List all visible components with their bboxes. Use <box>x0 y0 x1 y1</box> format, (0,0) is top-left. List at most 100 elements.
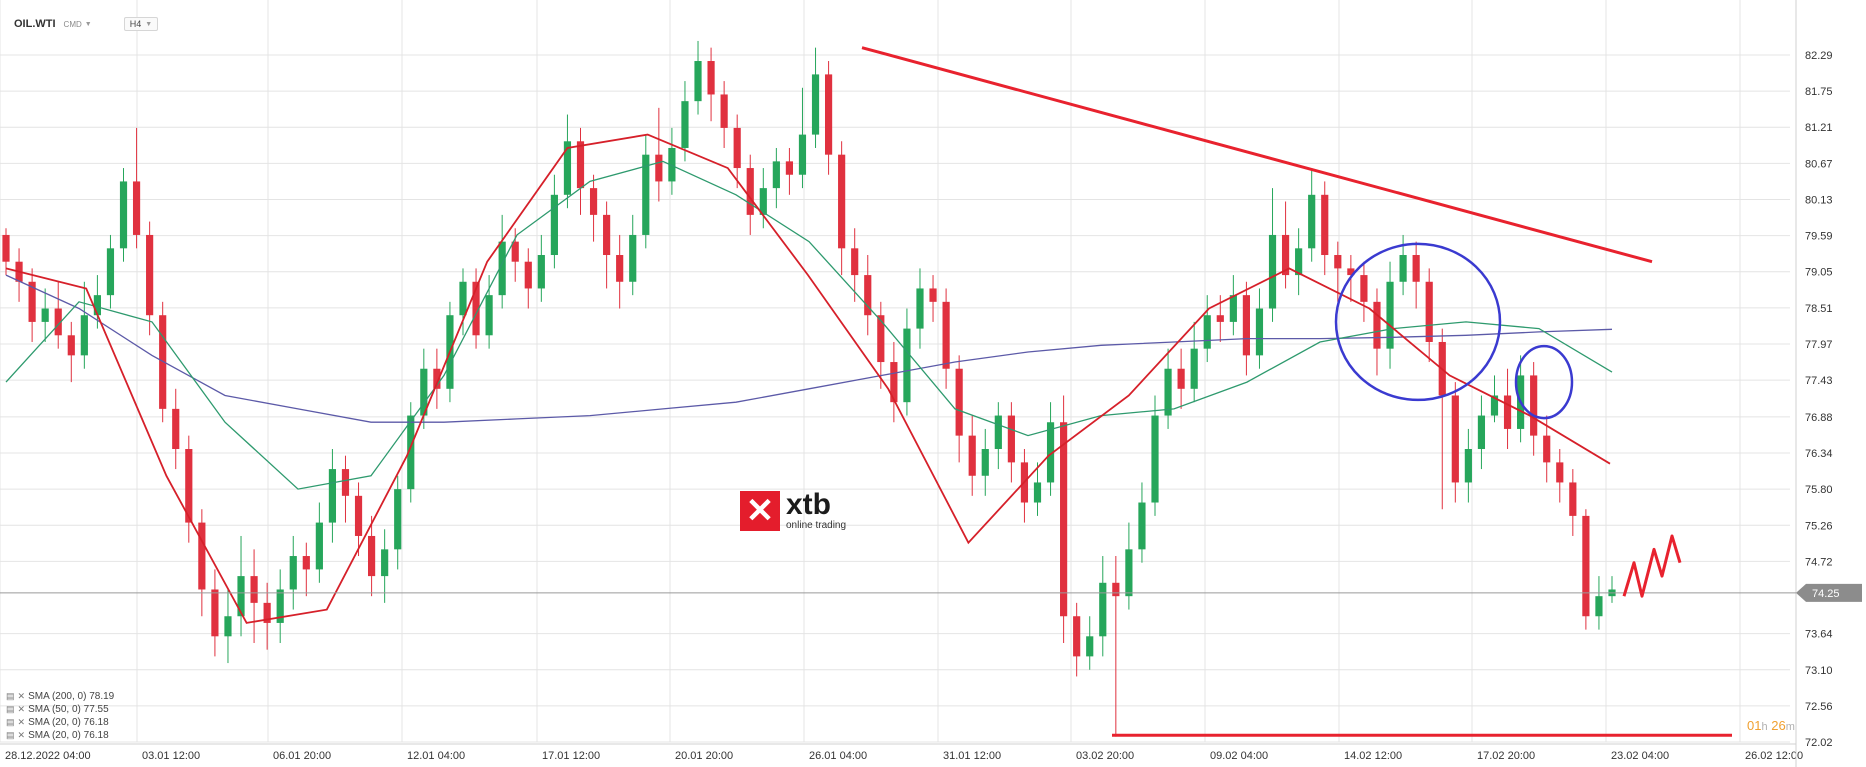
sma-line <box>5 133 1611 624</box>
logo-name: xtb <box>786 488 831 521</box>
candle-body <box>720 94 728 128</box>
current-price-tag <box>1796 583 1862 602</box>
candle-body <box>315 522 323 570</box>
legend-item-sma20-second[interactable]: ▤ ✕ SMA (20, 0) 76.18 <box>6 729 114 742</box>
settings-icon[interactable]: ▤ <box>6 730 15 740</box>
y-tick-label: 81.75 <box>1805 86 1833 98</box>
candle-body <box>1477 415 1486 450</box>
legend-item-sma50[interactable]: ▤ ✕ SMA (50, 0) 77.55 <box>6 703 114 716</box>
candle-body <box>668 147 676 182</box>
chart-header: OIL.WTI CMD ▼ H4 ▼ <box>14 14 159 34</box>
candle-body <box>1425 281 1433 342</box>
candle-body <box>1308 194 1316 249</box>
candle-body <box>694 61 702 102</box>
resistance-trendline <box>861 46 1653 264</box>
instrument-type-dropdown[interactable]: CMD ▼ <box>64 20 92 29</box>
candle-body <box>211 589 219 637</box>
y-tick-label: 80.13 <box>1805 194 1833 206</box>
candle-body <box>942 301 950 369</box>
candle-body <box>1334 255 1342 269</box>
y-tick-label: 75.80 <box>1805 484 1833 496</box>
candle-body <box>1503 395 1512 429</box>
timeframe-dropdown[interactable]: H4 ▼ <box>123 17 159 31</box>
candle-body <box>537 255 545 289</box>
candle-body <box>733 127 741 169</box>
candle-body <box>1060 422 1068 617</box>
price-projection-zigzag <box>1622 534 1682 598</box>
current-price-label: 74.25 <box>1812 588 1840 600</box>
indicator-legend: ▤ ✕ SMA (200, 0) 78.19 ▤ ✕ SMA (50, 0) 7… <box>6 690 114 742</box>
candle-body <box>707 61 715 95</box>
y-tick-label: 80.67 <box>1805 158 1833 170</box>
candle-body <box>1164 368 1172 416</box>
countdown-hours: 01 <box>1747 718 1762 733</box>
legend-item-sma20[interactable]: ▤ ✕ SMA (20, 0) 76.18 <box>6 716 114 729</box>
candle-body <box>1073 616 1081 657</box>
candle-body <box>1295 248 1303 276</box>
close-icon[interactable]: ✕ <box>17 691 26 701</box>
candle-body <box>54 308 62 336</box>
candle-body <box>851 248 859 276</box>
settings-icon[interactable]: ▤ <box>6 691 15 701</box>
y-tick-label: 81.21 <box>1805 122 1833 134</box>
sma-line <box>5 274 1613 423</box>
candle-body <box>759 188 767 215</box>
y-tick-label: 77.43 <box>1805 375 1833 387</box>
candle-body <box>1556 462 1564 483</box>
candle-body <box>172 408 180 450</box>
candle-body <box>981 449 989 476</box>
x-tick-label: 17.02 20:00 <box>1477 750 1535 762</box>
candle-body <box>1151 415 1159 503</box>
y-tick-label: 79.59 <box>1805 231 1833 243</box>
candle-body <box>224 616 232 637</box>
x-tick-label: 12.01 04:00 <box>407 750 465 762</box>
y-tick-label: 77.97 <box>1805 339 1833 351</box>
x-tick-label: 28.12.2022 04:00 <box>5 750 91 762</box>
candle-body <box>785 161 794 175</box>
y-tick-label: 72.56 <box>1805 701 1833 713</box>
y-tick-label: 72.02 <box>1805 737 1833 749</box>
candle-body <box>1360 275 1368 302</box>
candle-body <box>1464 449 1472 483</box>
y-tick-label: 74.72 <box>1805 556 1833 568</box>
candle-body <box>146 234 154 316</box>
candle-body <box>681 101 689 148</box>
candle-body <box>1347 268 1355 276</box>
candle-body <box>877 315 885 363</box>
candle-body <box>1255 308 1264 356</box>
candle-body <box>916 288 924 329</box>
legend-label: SMA (200, 0) 78.19 <box>28 691 115 702</box>
x-tick-label: 23.02 04:00 <box>1611 750 1669 762</box>
candle-body <box>2 234 10 262</box>
settings-icon[interactable]: ▤ <box>6 717 15 727</box>
close-icon[interactable]: ✕ <box>17 730 26 740</box>
settings-icon[interactable]: ▤ <box>6 704 15 714</box>
candle-body <box>524 261 532 289</box>
y-tick-label: 75.26 <box>1805 520 1833 532</box>
close-icon[interactable]: ✕ <box>17 704 26 714</box>
candle-body <box>1086 636 1094 657</box>
candle-body <box>1203 315 1211 349</box>
close-icon[interactable]: ✕ <box>17 717 26 727</box>
x-tick-label: 09.02 04:00 <box>1210 750 1268 762</box>
y-tick-label: 78.51 <box>1805 303 1833 315</box>
timeframe-label: H4 <box>129 19 142 29</box>
symbol-name[interactable]: OIL.WTI <box>14 18 56 30</box>
candle-body <box>1177 368 1185 389</box>
candle-body <box>381 549 389 577</box>
candle-body <box>1451 395 1459 483</box>
candle-body <box>1216 315 1224 322</box>
candle-body <box>420 368 428 416</box>
countdown-minutes-unit: m <box>1785 721 1795 733</box>
candle-body <box>1046 422 1055 483</box>
candle-body <box>968 435 976 476</box>
sma-line <box>5 160 1613 490</box>
y-tick-label: 76.88 <box>1805 412 1833 424</box>
y-tick-label: 73.10 <box>1805 665 1833 677</box>
candle-body <box>472 281 480 336</box>
x-tick-label: 17.01 12:00 <box>542 750 600 762</box>
legend-item-sma200[interactable]: ▤ ✕ SMA (200, 0) 78.19 <box>6 690 114 703</box>
candle-body <box>1412 255 1420 282</box>
candle-body <box>1007 415 1015 463</box>
